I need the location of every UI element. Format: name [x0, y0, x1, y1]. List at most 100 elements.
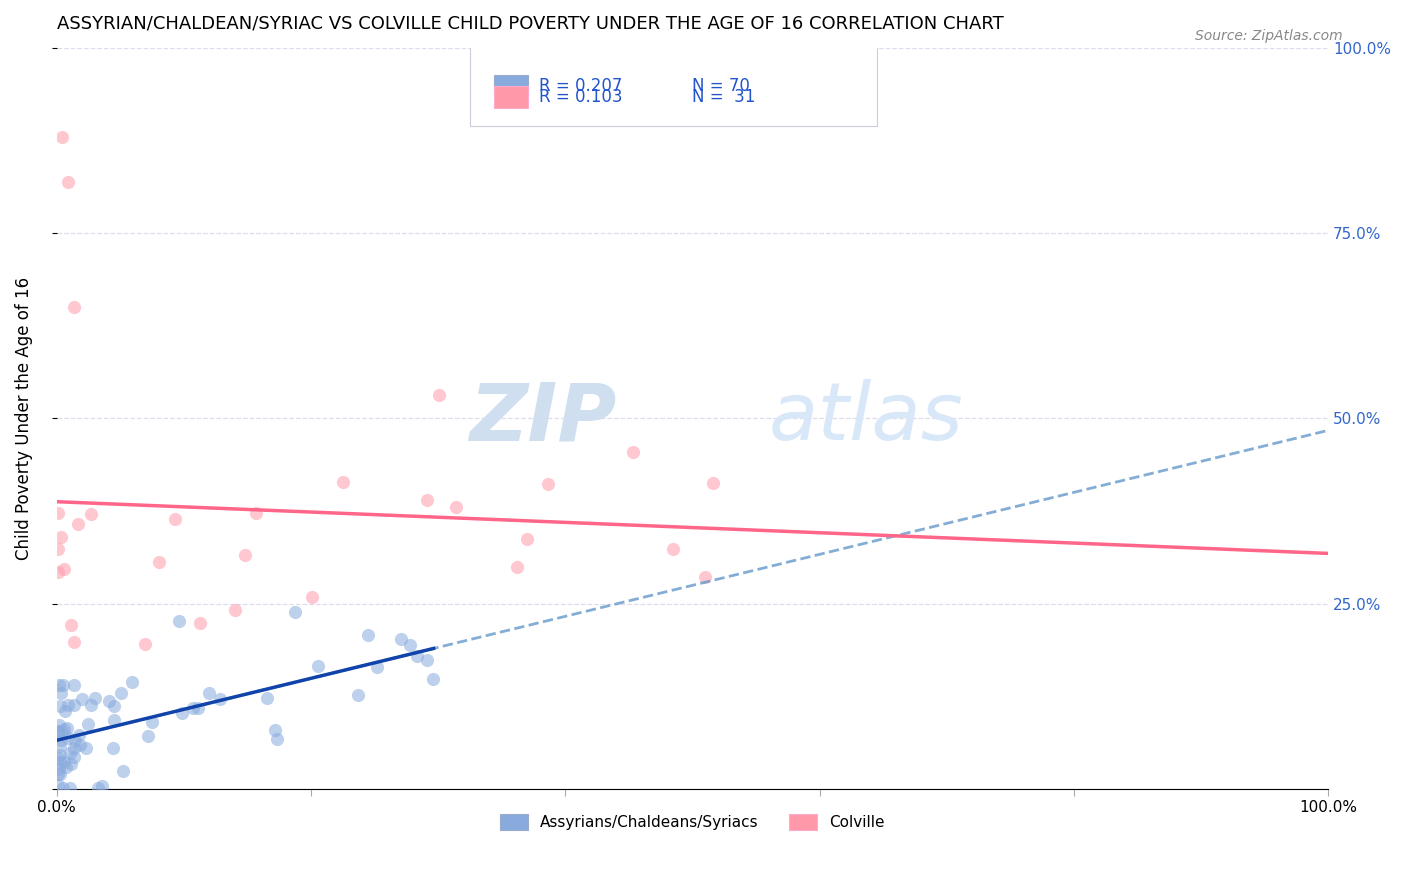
- Point: [422, 672, 444, 686]
- Point: [53, 562, 76, 576]
- Point: [181, 701, 204, 715]
- Point: [67, 728, 90, 742]
- Point: [46, 751, 69, 765]
- Point: [48, 763, 70, 777]
- Text: atlas: atlas: [769, 379, 963, 458]
- Point: [198, 686, 221, 700]
- Point: [87, 780, 110, 795]
- Point: [49, 747, 72, 762]
- Point: [49, 698, 72, 713]
- Point: [187, 701, 209, 715]
- Point: [75, 740, 97, 755]
- Point: [52, 722, 75, 736]
- Point: [264, 723, 287, 737]
- Point: [537, 477, 560, 491]
- Point: [59, 746, 82, 760]
- Point: [46, 724, 69, 739]
- Point: [416, 653, 439, 667]
- Legend: Assyrians/Chaldeans/Syriacs, Colville: Assyrians/Chaldeans/Syriacs, Colville: [494, 808, 890, 837]
- Point: [52, 780, 75, 795]
- Point: [46, 565, 69, 579]
- Point: [46, 766, 69, 780]
- Point: [332, 475, 354, 490]
- Point: [347, 688, 370, 702]
- Point: [141, 714, 163, 729]
- Point: [62, 740, 84, 755]
- Y-axis label: Child Poverty Under the Age of 16: Child Poverty Under the Age of 16: [15, 277, 32, 560]
- Point: [48, 678, 70, 692]
- Point: [163, 512, 186, 526]
- Point: [266, 731, 288, 746]
- Point: [46, 506, 69, 520]
- Point: [49, 756, 72, 770]
- Point: [49, 530, 72, 544]
- Point: [52, 678, 75, 692]
- Point: [63, 750, 86, 764]
- FancyBboxPatch shape: [494, 75, 529, 97]
- Point: [695, 570, 717, 584]
- Point: [399, 638, 422, 652]
- Point: [63, 301, 86, 315]
- Point: [516, 532, 538, 546]
- Point: [134, 637, 156, 651]
- Point: [427, 388, 450, 402]
- Point: [62, 635, 84, 649]
- Point: [48, 717, 70, 731]
- Point: [366, 660, 388, 674]
- Point: [53, 705, 76, 719]
- Point: [91, 779, 114, 793]
- Text: Source: ZipAtlas.com: Source: ZipAtlas.com: [1195, 29, 1343, 43]
- Point: [80, 508, 103, 522]
- Point: [209, 692, 232, 706]
- Text: N =  31: N = 31: [692, 87, 756, 105]
- Point: [506, 559, 529, 574]
- Point: [112, 764, 135, 778]
- Point: [444, 500, 467, 514]
- Point: [103, 713, 125, 727]
- Point: [69, 738, 91, 752]
- Text: R = 0.207: R = 0.207: [538, 78, 621, 95]
- Point: [84, 690, 107, 705]
- Point: [136, 729, 159, 743]
- Text: R = 0.103: R = 0.103: [538, 87, 621, 105]
- Point: [46, 778, 69, 792]
- Point: [662, 542, 685, 557]
- Point: [416, 493, 439, 508]
- Point: [307, 659, 329, 673]
- Point: [63, 698, 86, 712]
- Point: [103, 699, 125, 714]
- Point: [167, 614, 190, 628]
- Point: [55, 760, 77, 774]
- Point: [79, 698, 101, 713]
- Text: ZIP: ZIP: [468, 379, 616, 458]
- Point: [48, 542, 70, 557]
- Point: [52, 755, 75, 769]
- Point: [103, 740, 125, 755]
- Point: [56, 721, 79, 735]
- Point: [63, 678, 86, 692]
- Point: [51, 724, 73, 739]
- Point: [356, 628, 378, 642]
- Point: [59, 780, 82, 795]
- Point: [59, 757, 82, 772]
- Point: [702, 475, 724, 490]
- Point: [70, 692, 93, 706]
- Point: [405, 648, 427, 663]
- Point: [233, 548, 256, 562]
- FancyBboxPatch shape: [494, 87, 529, 109]
- Point: [110, 686, 132, 700]
- Point: [51, 130, 73, 145]
- Point: [67, 517, 90, 532]
- Point: [284, 605, 307, 619]
- Point: [301, 590, 323, 604]
- Text: N = 70: N = 70: [692, 78, 751, 95]
- Point: [49, 739, 72, 753]
- Point: [97, 694, 120, 708]
- Point: [389, 632, 412, 646]
- Point: [56, 698, 79, 713]
- Point: [245, 506, 267, 520]
- Point: [256, 690, 278, 705]
- Point: [148, 555, 170, 569]
- Point: [63, 733, 86, 747]
- Point: [49, 732, 72, 747]
